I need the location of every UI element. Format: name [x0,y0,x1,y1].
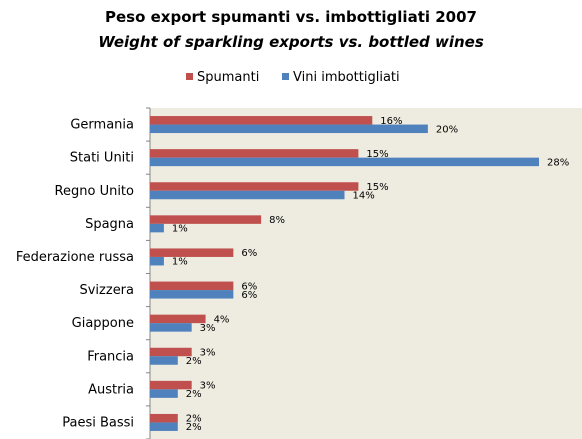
data-label-spumanti-federazione-russa: 6% [241,248,257,259]
bar-vini-imbottigliati-stati-uniti [150,157,539,167]
chart-subtitle: Weight of sparkling exports vs. bottled … [98,33,484,51]
category-label-spagna: Spagna [85,217,134,232]
data-label-spumanti-austria: 3% [200,381,216,392]
category-label-federazione-russa: Federazione russa [16,250,134,265]
bar-spumanti-germania [150,116,373,125]
legend-label-spumanti: Spumanti [197,70,259,85]
bar-vini-imbottigliati-francia [150,356,178,365]
category-label-germania: Germania [70,118,134,133]
category-label-austria: Austria [88,382,134,397]
category-label-paesi-bassi: Paesi Bassi [62,415,134,430]
bar-vini-imbottigliati-svizzera [150,290,234,299]
data-label-spumanti-svizzera: 6% [241,281,257,292]
bar-spumanti-austria [150,380,192,390]
data-label-vini-imbottigliati-svizzera: 6% [241,290,257,301]
data-label-spumanti-francia: 3% [200,348,216,359]
data-label-vini-imbottigliati-regno-unito: 14% [353,191,375,202]
data-label-vini-imbottigliati-paesi-bassi: 2% [186,422,202,433]
bar-vini-imbottigliati-paesi-bassi [150,422,178,431]
bar-spumanti-paesi-bassi [150,413,178,423]
bar-spumanti-francia [150,347,192,357]
bar-spumanti-regno-unito [150,182,359,191]
data-label-spumanti-regno-unito: 15% [366,182,388,193]
category-label-regno-unito: Regno Unito [55,184,134,199]
data-label-vini-imbottigliati-austria: 2% [186,389,202,400]
bar-vini-imbottigliati-giappone [150,323,192,332]
data-label-vini-imbottigliati-stati-uniti: 28% [547,157,569,168]
category-label-giappone: Giappone [72,316,134,331]
bar-vini-imbottigliati-spagna [150,223,164,233]
bar-spumanti-stati-uniti [150,149,359,158]
category-label-svizzera: Svizzera [79,283,134,298]
legend: Spumanti Vini imbottigliati [186,70,400,85]
data-label-spumanti-giappone: 4% [214,314,230,325]
legend-swatch-vini-imbottigliati [282,73,289,80]
bar-spumanti-svizzera [150,281,234,291]
bar-vini-imbottigliati-germania [150,124,428,134]
bar-spumanti-giappone [150,314,206,324]
bar-spumanti-federazione-russa [150,248,234,257]
bar-vini-imbottigliati-federazione-russa [150,256,164,266]
data-label-vini-imbottigliati-spagna: 1% [172,224,188,235]
category-label-francia: Francia [87,349,134,364]
legend-label-vini-imbottigliati: Vini imbottigliati [293,70,400,85]
data-label-vini-imbottigliati-francia: 2% [186,356,202,367]
data-label-vini-imbottigliati-giappone: 3% [200,323,216,334]
data-label-vini-imbottigliati-federazione-russa: 1% [172,257,188,268]
legend-swatch-spumanti [186,73,193,80]
bar-vini-imbottigliati-austria [150,389,178,398]
category-label-stati-uniti: Stati Uniti [70,151,134,166]
data-label-spumanti-paesi-bassi: 2% [186,414,202,425]
data-label-vini-imbottigliati-germania: 20% [436,124,458,135]
chart-title: Peso export spumanti vs. imbottigliati 2… [105,8,477,26]
bar-vini-imbottigliati-regno-unito [150,190,345,200]
data-label-spumanti-spagna: 8% [269,215,285,226]
data-label-spumanti-germania: 16% [380,116,402,127]
data-label-spumanti-stati-uniti: 15% [366,149,388,160]
bar-spumanti-spagna [150,215,262,224]
